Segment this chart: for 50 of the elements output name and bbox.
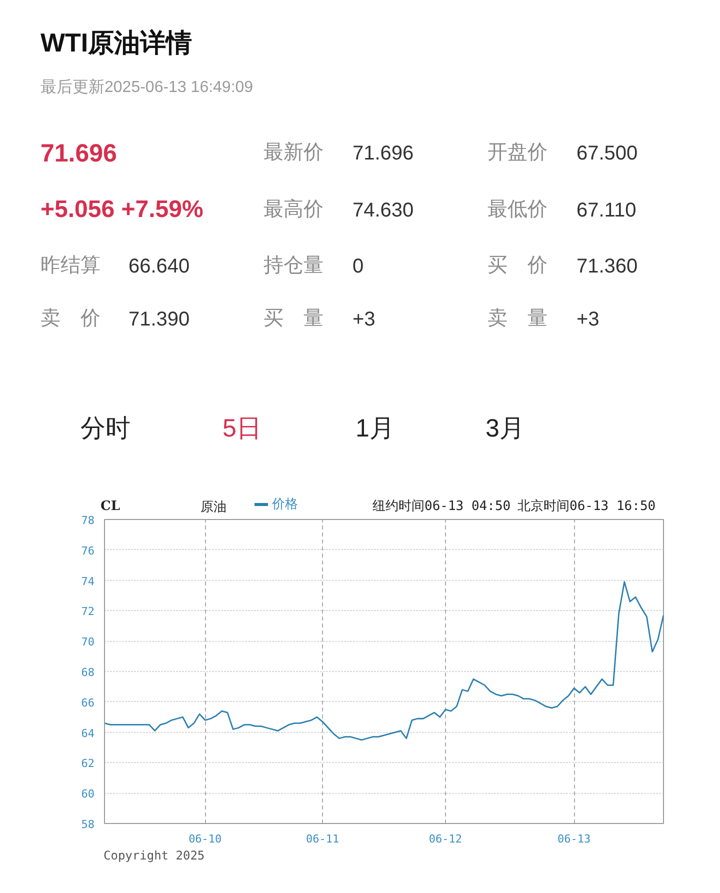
y-tick-label: 72 [81, 605, 95, 618]
text: 71.696 [40, 140, 117, 168]
y-tick-label: 76 [81, 544, 95, 558]
text: 买 价 [488, 254, 548, 276]
text: 71.390 [128, 308, 190, 330]
text: +3 [352, 308, 376, 330]
y-tick-label: 60 [81, 788, 95, 801]
text: 最后更新2025-06-13 16:49:09 [40, 78, 254, 96]
text: 最新价 [264, 142, 324, 164]
text: 3月 [486, 414, 524, 442]
y-tick-label: 58 [81, 818, 95, 831]
text: WTI原油详情 [40, 28, 192, 58]
y-tick-label: 64 [81, 726, 95, 740]
text: 昨结算 [40, 254, 100, 276]
x-tick-label: 06-10 [188, 832, 222, 846]
text: 卖 量 [488, 308, 548, 330]
text: 最低价 [488, 198, 548, 220]
y-tick-label: 62 [81, 757, 95, 770]
text: 北京时间06-13 16:50 [518, 499, 656, 514]
text: 66.640 [128, 256, 190, 278]
y-tick-label: 66 [81, 696, 95, 710]
x-tick-label: 06-12 [428, 832, 462, 846]
legend-label: 价格 [272, 495, 298, 513]
text: 1月 [356, 414, 394, 442]
text: 5日 [222, 414, 262, 442]
text: 最高价 [264, 198, 324, 220]
line-series [104, 581, 664, 741]
text: 0 [352, 256, 364, 278]
text: 67.500 [576, 142, 638, 164]
text: 74.630 [352, 200, 414, 222]
text: 持仓量 [264, 254, 324, 276]
x-tick-label: 06-13 [558, 832, 591, 846]
text: 67.110 [576, 200, 636, 222]
text: +3 [576, 308, 600, 330]
chart-subtitle: 原油 [200, 499, 226, 514]
text: 买 量 [264, 308, 324, 330]
y-tick-label: 70 [81, 636, 95, 649]
text: Copyright 2025 [104, 848, 205, 862]
text: 71.696 [352, 142, 414, 164]
text: 卖 价 [40, 308, 100, 330]
y-tick-label: 74 [81, 574, 95, 588]
y-tick-label: 78 [81, 514, 95, 527]
x-tick-label: 06-11 [306, 832, 340, 846]
text: 71.360 [576, 256, 638, 278]
chart-title: CL [100, 499, 120, 514]
text: 开盘价 [488, 142, 548, 164]
y-tick-label: 68 [81, 666, 95, 679]
text: +5.056 +7.59% [40, 196, 204, 223]
text: 纽约时间06-13 04:50 [372, 499, 511, 514]
text: 分时 [80, 414, 130, 442]
